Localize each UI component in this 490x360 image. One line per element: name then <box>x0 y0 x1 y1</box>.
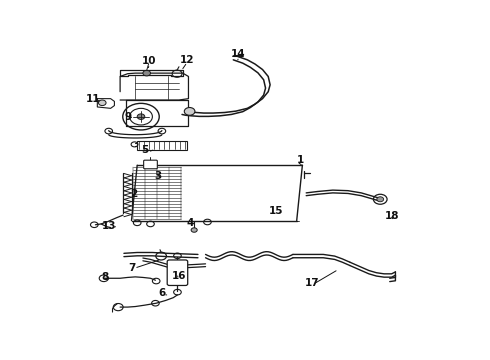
Circle shape <box>377 197 384 202</box>
Text: 2: 2 <box>130 189 137 199</box>
Circle shape <box>98 100 106 105</box>
Circle shape <box>191 228 197 232</box>
Text: 1: 1 <box>297 155 304 165</box>
Text: 16: 16 <box>172 271 186 281</box>
Text: 4: 4 <box>187 219 194 228</box>
Text: 13: 13 <box>101 221 116 231</box>
Text: 5: 5 <box>141 145 148 155</box>
Circle shape <box>184 108 195 115</box>
Circle shape <box>143 70 150 76</box>
Text: 11: 11 <box>86 94 101 104</box>
Bar <box>137 141 187 150</box>
Text: 17: 17 <box>305 278 319 288</box>
Text: 18: 18 <box>384 211 399 221</box>
Text: 12: 12 <box>179 55 194 65</box>
Text: 10: 10 <box>141 56 156 66</box>
Text: 3: 3 <box>154 171 162 181</box>
Text: 8: 8 <box>101 273 109 283</box>
FancyBboxPatch shape <box>144 160 157 169</box>
Text: 15: 15 <box>269 206 283 216</box>
FancyBboxPatch shape <box>167 260 188 285</box>
Circle shape <box>137 114 145 120</box>
Text: 14: 14 <box>230 49 245 59</box>
Text: 6: 6 <box>158 288 166 298</box>
Text: 7: 7 <box>128 263 135 273</box>
Text: 9: 9 <box>124 112 131 122</box>
